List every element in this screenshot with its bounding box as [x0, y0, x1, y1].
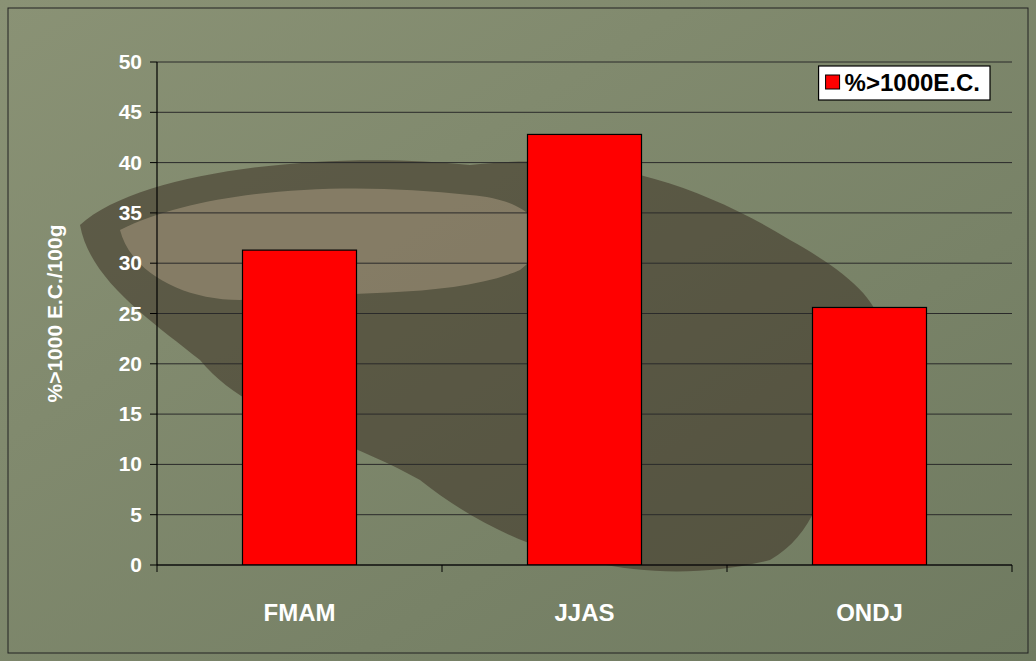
- tick-mark: [150, 112, 157, 113]
- x-axis: [157, 564, 1012, 565]
- tick-mark: [150, 212, 157, 213]
- tick-mark: [150, 313, 157, 314]
- grid-line: [157, 112, 1012, 113]
- bars: [243, 134, 927, 565]
- tick-mark: [150, 565, 157, 566]
- tick-mark: [150, 62, 157, 63]
- x-tick: [727, 565, 728, 572]
- tick-label: 20: [119, 352, 142, 375]
- frame: [8, 8, 1028, 653]
- tick-label: 15: [119, 402, 143, 425]
- tick-label: 35: [119, 201, 143, 224]
- bar: [243, 250, 357, 565]
- background: [0, 0, 1036, 661]
- tick-label: 0: [130, 553, 142, 576]
- chart: 0 5 10 15 20 25 30 35 40 45 50 FMAM JJAS ONDJ %>1000 E…: [0, 0, 1036, 661]
- y-axis-title: %>1000 E.C./100g: [43, 224, 66, 402]
- tick-label: 5: [130, 503, 142, 526]
- tick-label: 40: [119, 151, 142, 174]
- tick-mark: [150, 414, 157, 415]
- oyster-decoration: [80, 160, 880, 571]
- y-axis: [156, 62, 157, 565]
- tick-mark: [150, 162, 157, 163]
- tick-mark: [150, 363, 157, 364]
- legend: %>1000E.C.: [819, 66, 990, 100]
- tick-mark: [150, 514, 157, 515]
- legend-label: %>1000E.C.: [845, 69, 980, 96]
- tick-label: 45: [119, 100, 143, 123]
- legend-swatch: [826, 75, 840, 89]
- tick-label: 50: [119, 50, 142, 73]
- bar: [813, 307, 927, 565]
- x-tick: [157, 565, 158, 572]
- tick-label: 25: [119, 302, 143, 325]
- category-label: JJAS: [554, 599, 614, 626]
- category-label: ONDJ: [836, 599, 903, 626]
- x-tick: [442, 565, 443, 572]
- tick-mark: [150, 464, 157, 465]
- grid-line: [157, 62, 1012, 63]
- tick-label: 10: [119, 452, 142, 475]
- category-label: FMAM: [264, 599, 336, 626]
- grid-line: [157, 565, 1012, 566]
- bar: [528, 134, 642, 565]
- x-tick: [1012, 565, 1013, 572]
- tick-label: 30: [119, 251, 142, 274]
- tick-mark: [150, 263, 157, 264]
- legend-box: [819, 66, 990, 100]
